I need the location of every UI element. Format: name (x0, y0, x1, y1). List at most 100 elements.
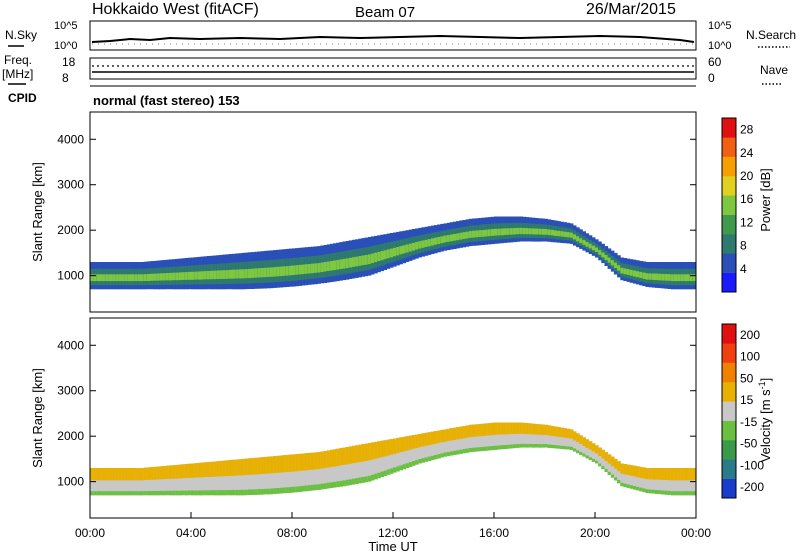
echo-cell (213, 461, 217, 477)
echo-cell (194, 463, 198, 496)
echo-cell (453, 450, 457, 455)
echo-cell (197, 490, 201, 496)
echo-cell (134, 274, 138, 282)
power-ylabel: Slant Range [km] (30, 162, 45, 262)
echo-cell (544, 424, 549, 435)
colorbar-tick-label: -200 (740, 480, 764, 494)
echo-cell (582, 453, 586, 457)
echo-cell (307, 452, 312, 470)
echo-cell (108, 468, 113, 481)
echo-cell (314, 263, 318, 273)
echo-cell (629, 465, 634, 476)
echo-cell (115, 468, 119, 481)
echo-cell (178, 464, 182, 496)
echo-cell (683, 274, 687, 282)
echo-cell (595, 445, 599, 454)
echo-cell (184, 464, 189, 496)
colorbar-swatch (722, 478, 736, 499)
echo-cell (377, 441, 381, 458)
echo-cell (389, 439, 394, 474)
echo-cell (424, 432, 429, 446)
echo-cell (554, 230, 558, 236)
echo-cell (295, 454, 299, 493)
echo-cell (380, 471, 384, 478)
echo-cell (462, 426, 466, 454)
echo-cell (181, 490, 186, 496)
echo-cell (462, 426, 466, 439)
echo-cell (140, 468, 145, 496)
echo-cell (235, 269, 239, 279)
echo-cell (591, 245, 596, 251)
echo-cell (156, 466, 160, 496)
echo-cell (168, 490, 173, 496)
echo-cell (273, 488, 277, 494)
echo-cell (607, 257, 612, 263)
echo-cell (143, 467, 148, 496)
cpid-text: normal (fast stereo) 153 (93, 93, 240, 108)
echo-cell (187, 271, 192, 280)
echo-cell (661, 468, 665, 495)
echo-cell (648, 468, 653, 494)
colorbar-swatch (722, 195, 736, 215)
echo-cell (475, 230, 479, 238)
echo-cell (251, 489, 255, 495)
echo-cell (449, 428, 454, 456)
echo-cell (617, 461, 621, 484)
echo-cell (610, 260, 615, 266)
echo-cell (519, 443, 523, 448)
echo-cell (304, 485, 309, 492)
echo-cell (528, 228, 533, 235)
cpid-panel: CPID normal (fast stereo) 153 (8, 85, 696, 108)
freq-tick-top: 18 (62, 55, 76, 69)
echo-cell (396, 466, 400, 472)
echo-cell (475, 447, 479, 452)
echo-cell (430, 238, 435, 246)
echo-cell (494, 422, 498, 435)
echo-cell (374, 252, 378, 263)
colorbar-tick-label: 12 (740, 215, 754, 229)
power-colorbar: 4 8 12 16 20 24 28 (721, 117, 754, 293)
echo-cell (333, 449, 337, 467)
echo-cell (279, 487, 283, 494)
echo-cell (522, 228, 526, 235)
echo-cell (156, 466, 160, 480)
echo-cell (352, 478, 356, 485)
echo-cell (408, 435, 413, 450)
echo-cell (443, 235, 448, 243)
echo-cell (658, 468, 662, 495)
echo-cell (569, 429, 574, 439)
power-colorbar-label: Power [dB] (758, 168, 773, 232)
echo-cell (475, 424, 479, 452)
echo-cell (424, 239, 429, 247)
power-echo-band (90, 216, 697, 290)
echo-cell (591, 443, 596, 452)
echo-cell (623, 464, 627, 475)
echo-cell (522, 422, 526, 448)
echo-cell (380, 251, 384, 261)
echo-cell (636, 271, 640, 278)
echo-cell (648, 489, 653, 494)
echo-cell (405, 436, 410, 451)
echo-cell (655, 273, 659, 281)
echo-cell (314, 484, 318, 491)
echo-cell (307, 452, 312, 491)
echo-cell (639, 466, 643, 492)
echo-cell (610, 456, 615, 467)
echo-cell (421, 433, 425, 447)
echo-cell (569, 446, 574, 450)
echo-cell (263, 456, 268, 495)
echo-cell (143, 467, 148, 481)
colorbar-swatch (722, 420, 736, 441)
echo-cell (465, 448, 470, 453)
echo-cell (314, 452, 318, 470)
echo-cell (206, 490, 211, 496)
beam-label: Beam 07 (355, 4, 415, 21)
echo-cell (595, 445, 599, 464)
echo-cell (430, 431, 435, 460)
echo-cell (187, 490, 192, 496)
echo-cell (591, 459, 596, 462)
echo-cell (494, 422, 498, 450)
nsky-tick-top: 10^5 (54, 20, 78, 32)
echo-cell (99, 274, 104, 282)
echo-cell (449, 428, 454, 441)
